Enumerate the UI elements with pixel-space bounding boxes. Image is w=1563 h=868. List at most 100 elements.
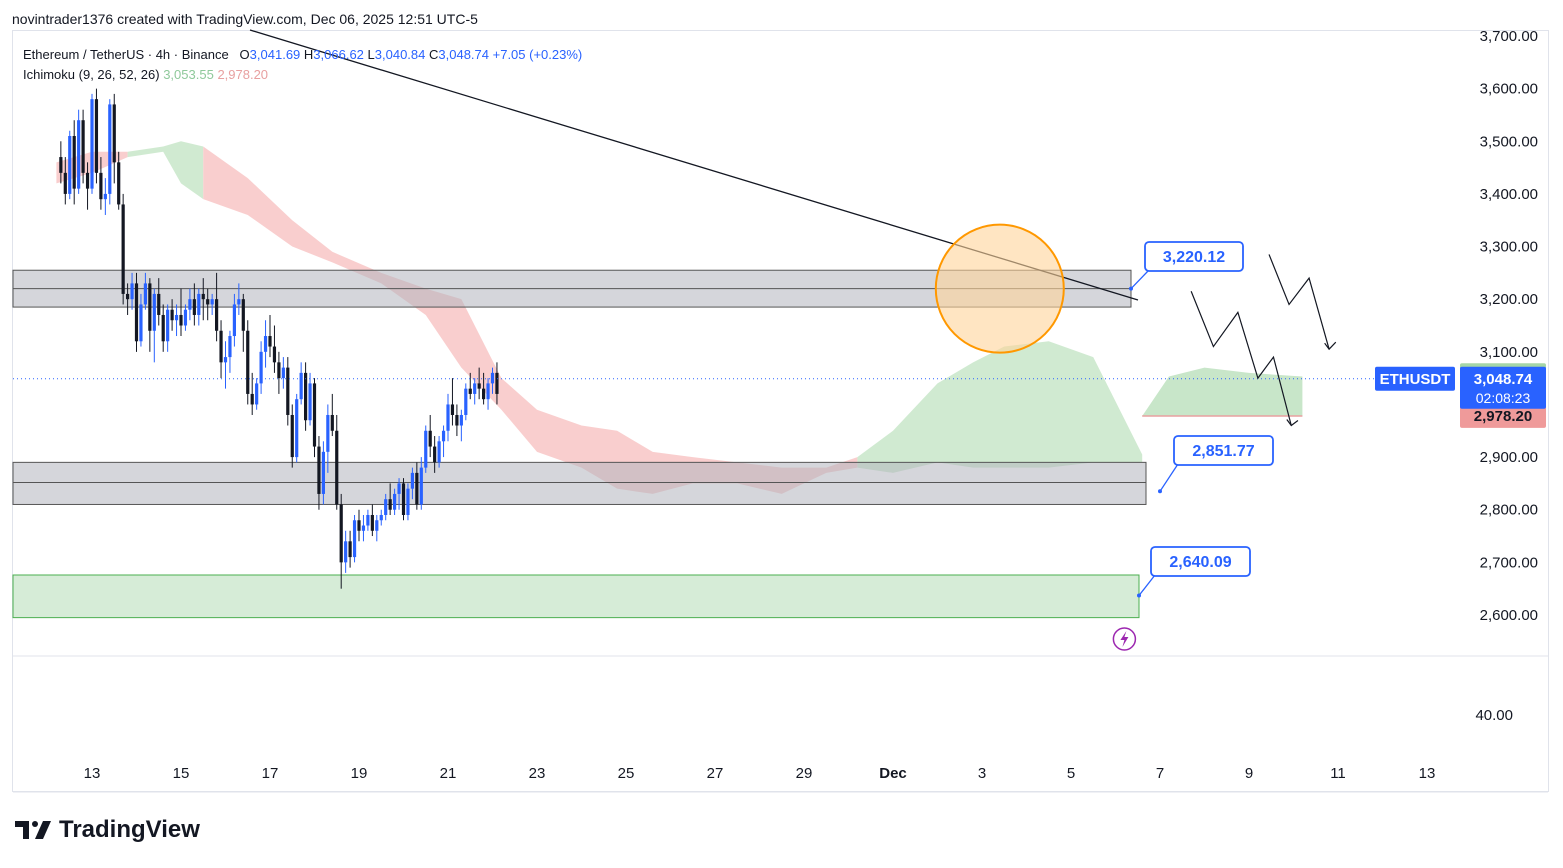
event-icon — [1112, 627, 1137, 651]
candle-body — [170, 309, 174, 321]
highlight-circle — [934, 223, 1065, 354]
candle — [166, 304, 170, 352]
candle-body — [384, 499, 388, 515]
candle — [219, 320, 223, 379]
candle — [174, 304, 179, 337]
candle-body — [459, 414, 463, 426]
candle — [397, 478, 401, 510]
candle-body — [94, 99, 99, 173]
y-tick-label: 3,400.00 — [1480, 186, 1538, 203]
tradingview-logo[interactable]: TradingView — [15, 816, 200, 844]
candle-body — [161, 314, 165, 342]
candle-body — [455, 414, 459, 426]
callout-box — [1173, 435, 1274, 466]
ichimoku-span-b-tag-text: 2,978.20 — [1474, 408, 1532, 425]
candle-body — [246, 330, 250, 394]
candle — [495, 362, 499, 405]
symbol-tag-text: ETHUSDT — [1380, 371, 1451, 388]
candle-body — [99, 172, 103, 200]
callout-text: 2,851.77 — [1192, 443, 1254, 460]
last-price-bg — [1460, 366, 1546, 409]
secondary-axis-tick: 40.00 — [1475, 707, 1513, 724]
candle — [312, 378, 317, 458]
candle — [130, 272, 134, 310]
candle — [210, 293, 214, 315]
x-tick-label: 7 — [1156, 765, 1164, 782]
candle — [339, 493, 343, 589]
candle-body — [210, 299, 214, 305]
candle-body — [406, 488, 410, 515]
candle — [317, 436, 321, 510]
high-value: 3,066.62 — [313, 47, 364, 62]
candle — [450, 378, 455, 426]
candle-body — [117, 162, 121, 205]
candle — [326, 404, 330, 473]
candle — [77, 109, 81, 194]
candle-body — [441, 430, 446, 442]
candle-body — [490, 372, 495, 384]
candle-body — [393, 493, 397, 510]
candle — [63, 157, 67, 205]
x-tick-label: Dec — [879, 765, 907, 782]
candle — [152, 288, 156, 363]
candle-body — [375, 520, 379, 531]
candle-body — [468, 388, 472, 394]
callout-leader — [1130, 269, 1150, 290]
candle-body — [339, 504, 343, 563]
candle — [197, 288, 201, 326]
candle — [108, 99, 112, 205]
candle — [352, 514, 357, 563]
candle-body — [419, 467, 423, 505]
y-tick-label: 3,100.00 — [1480, 344, 1538, 361]
candle-body — [250, 393, 254, 405]
candle — [295, 393, 299, 463]
candle-body — [321, 451, 325, 494]
candle — [223, 341, 228, 389]
x-tick-label: 15 — [173, 765, 190, 782]
callout-anchor — [1137, 593, 1141, 598]
callout-box — [1150, 546, 1251, 577]
candle-body — [366, 514, 370, 526]
change-value: +7.05 (+0.23%) — [492, 47, 583, 62]
candle — [482, 372, 486, 405]
candle-body — [437, 441, 441, 463]
candle-body — [473, 383, 477, 394]
candle-body — [219, 330, 223, 363]
indicator-label: Ichimoku (9, 26, 52, 26) — [23, 67, 160, 82]
candle-body — [299, 372, 303, 400]
candle — [415, 462, 419, 510]
callout-2851: 2,851.77 — [1158, 435, 1274, 494]
candle — [121, 193, 125, 305]
callout-leader — [1159, 463, 1179, 492]
y-tick-label: 2,900.00 — [1480, 449, 1538, 466]
candle — [201, 278, 205, 321]
candle — [90, 93, 94, 194]
candle — [157, 278, 161, 326]
candle — [490, 367, 495, 394]
ichimoku-cloud-bull-1 — [127, 141, 204, 200]
candle-body — [370, 514, 374, 531]
y-tick-label: 2,600.00 — [1480, 607, 1538, 624]
legend-indicator-row: Ichimoku (9, 26, 52, 26) 3,053.55 2,978.… — [23, 65, 582, 85]
candle-body — [397, 483, 401, 494]
candle — [250, 372, 254, 415]
candle-body — [433, 446, 437, 463]
candle — [85, 162, 90, 210]
candle — [268, 314, 272, 358]
x-tick-label: 23 — [529, 765, 546, 782]
x-tick-label: 21 — [440, 765, 457, 782]
candle — [241, 293, 245, 352]
candle — [424, 425, 428, 473]
candle — [348, 530, 352, 568]
x-tick-label: 5 — [1067, 765, 1075, 782]
candle — [357, 509, 361, 542]
y-tick-label: 3,600.00 — [1480, 81, 1538, 98]
candle — [344, 530, 348, 573]
candle — [206, 288, 210, 321]
ichimoku-cloud-bear-2 — [203, 146, 858, 494]
candle-body — [152, 293, 156, 331]
candle-body — [72, 136, 76, 189]
candle-body — [290, 414, 294, 458]
candle — [179, 288, 183, 337]
